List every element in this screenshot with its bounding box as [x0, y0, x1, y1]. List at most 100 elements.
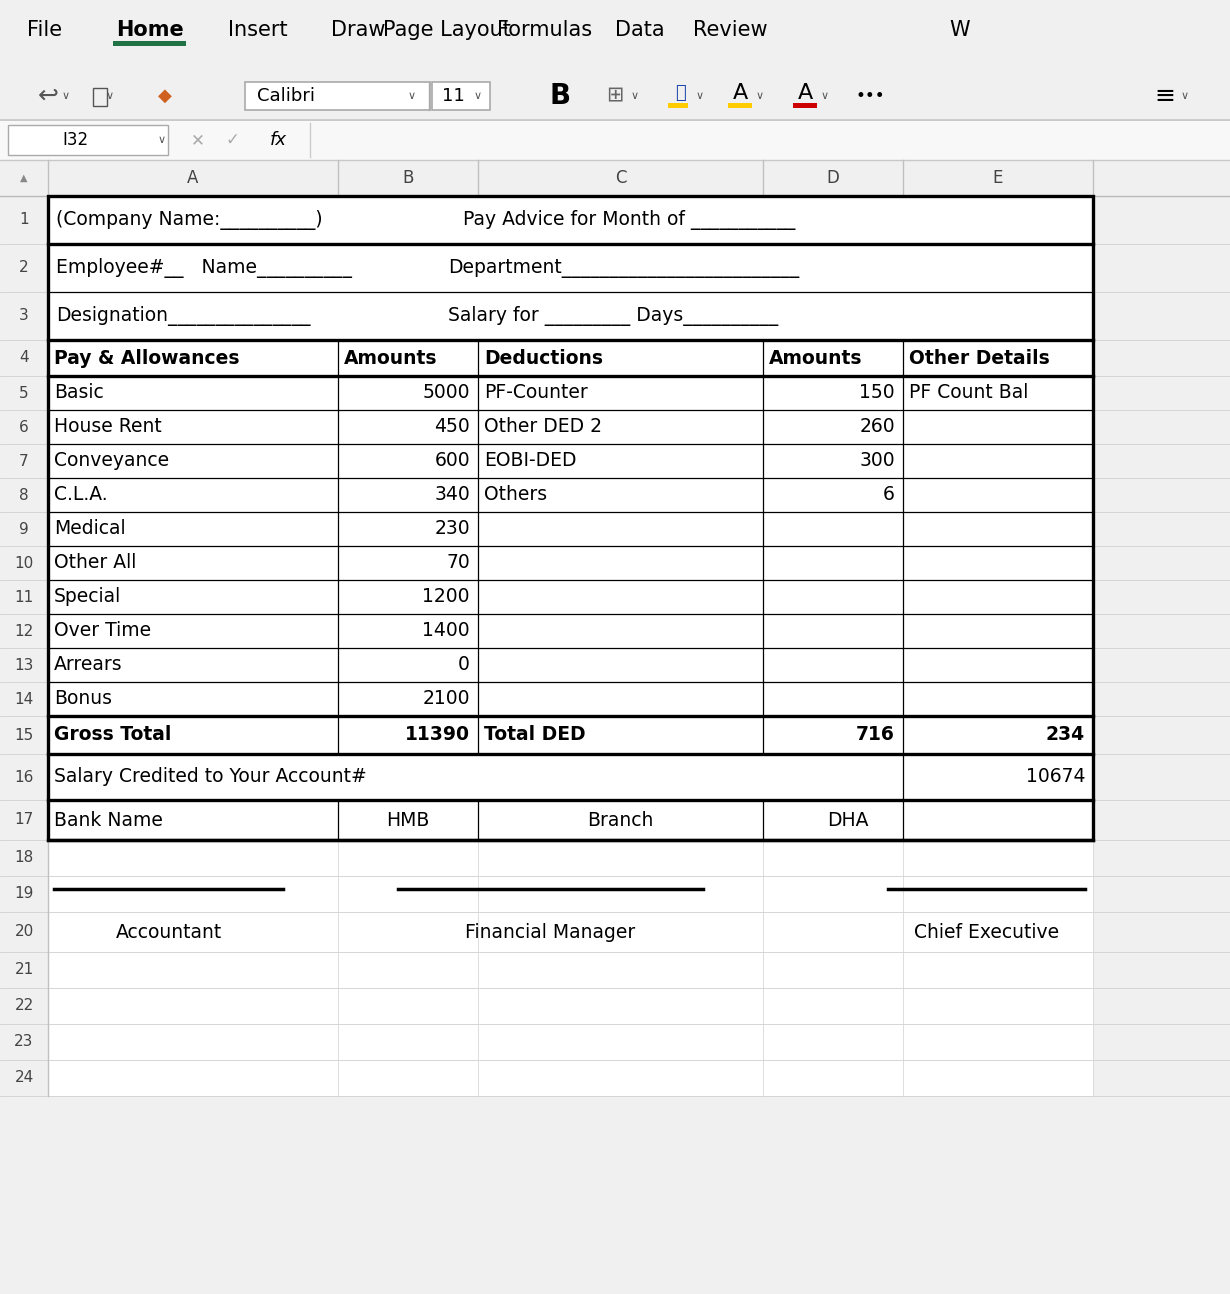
Text: 5: 5 — [20, 386, 28, 401]
Text: Draw: Draw — [331, 19, 385, 40]
Text: ∨: ∨ — [696, 91, 704, 101]
Text: 14: 14 — [15, 691, 33, 707]
Text: ⬧: ⬧ — [674, 84, 685, 102]
Text: Bank Name: Bank Name — [54, 810, 162, 829]
Text: Salary Credited to Your Account#: Salary Credited to Your Account# — [54, 767, 367, 787]
Text: Bonus: Bonus — [54, 690, 112, 709]
Bar — [245, 82, 430, 110]
Text: E: E — [993, 170, 1004, 188]
Bar — [48, 195, 1093, 840]
Text: ◆: ◆ — [159, 87, 172, 105]
Bar — [0, 120, 1230, 160]
Bar — [432, 82, 490, 110]
Text: House Rent: House Rent — [54, 418, 162, 436]
Text: PF Count Bal: PF Count Bal — [909, 383, 1028, 402]
Text: 1200: 1200 — [422, 587, 470, 607]
Text: Total DED: Total DED — [483, 726, 585, 744]
Text: ✓: ✓ — [225, 131, 239, 149]
Bar — [728, 104, 752, 107]
Text: ✕: ✕ — [191, 131, 205, 149]
Text: Amounts: Amounts — [344, 348, 438, 367]
Text: B: B — [550, 82, 571, 110]
Bar — [1093, 195, 1230, 1096]
Text: fx: fx — [269, 131, 287, 149]
Text: 8: 8 — [20, 488, 28, 502]
Text: 1: 1 — [20, 212, 28, 228]
Text: A: A — [732, 83, 748, 104]
Text: 12: 12 — [15, 624, 33, 638]
Text: 10: 10 — [15, 555, 33, 571]
Text: 11390: 11390 — [405, 726, 470, 744]
Text: ∨: ∨ — [820, 91, 829, 101]
Text: 450: 450 — [434, 418, 470, 436]
Text: 18: 18 — [15, 850, 33, 866]
Text: A: A — [797, 83, 813, 104]
Text: 13: 13 — [15, 657, 33, 673]
Text: 9: 9 — [20, 521, 28, 537]
Text: •••: ••• — [855, 87, 884, 105]
Text: 24: 24 — [15, 1070, 33, 1086]
Text: 20: 20 — [15, 924, 33, 939]
Text: 230: 230 — [434, 519, 470, 538]
Text: (Company Name:__________): (Company Name:__________) — [57, 210, 322, 230]
Text: 11: 11 — [442, 87, 465, 105]
Text: Pay Advice for Month of ___________: Pay Advice for Month of ___________ — [462, 210, 796, 230]
Text: Amounts: Amounts — [769, 348, 862, 367]
Text: B: B — [402, 170, 413, 188]
Text: ▲: ▲ — [20, 173, 28, 182]
Text: 70: 70 — [446, 554, 470, 572]
Text: 1400: 1400 — [422, 621, 470, 641]
Text: 716: 716 — [856, 726, 895, 744]
Text: Review: Review — [692, 19, 768, 40]
Text: Medical: Medical — [54, 519, 125, 538]
Text: D: D — [827, 170, 839, 188]
Text: Others: Others — [483, 485, 547, 505]
Text: ∨: ∨ — [631, 91, 640, 101]
Text: Formulas: Formulas — [497, 19, 593, 40]
Bar — [0, 0, 1230, 120]
Text: Other All: Other All — [54, 554, 137, 572]
Text: 2: 2 — [20, 260, 28, 276]
Text: ∨: ∨ — [106, 91, 114, 101]
Text: I32: I32 — [62, 131, 89, 149]
Text: Other DED 2: Other DED 2 — [483, 418, 601, 436]
Text: ∨: ∨ — [157, 135, 166, 145]
Text: 19: 19 — [15, 886, 33, 902]
Text: Department_________________________: Department_________________________ — [448, 259, 800, 277]
Text: Conveyance: Conveyance — [54, 452, 170, 471]
Text: ∨: ∨ — [62, 91, 70, 101]
Text: Deductions: Deductions — [483, 348, 603, 367]
Text: PF-Counter: PF-Counter — [483, 383, 588, 402]
Text: ⊞: ⊞ — [606, 84, 624, 104]
Text: Employee#__   Name__________: Employee#__ Name__________ — [57, 258, 352, 278]
Text: C.L.A.: C.L.A. — [54, 485, 108, 505]
Text: 22: 22 — [15, 999, 33, 1013]
Text: ↩: ↩ — [37, 84, 59, 107]
Text: 21: 21 — [15, 963, 33, 977]
Text: Chief Executive: Chief Executive — [914, 923, 1059, 942]
Text: Page Layout: Page Layout — [383, 19, 510, 40]
Bar — [9, 126, 169, 155]
Text: 6: 6 — [883, 485, 895, 505]
Text: A: A — [187, 170, 199, 188]
Text: 17: 17 — [15, 813, 33, 827]
Text: 15: 15 — [15, 727, 33, 743]
Text: Data: Data — [615, 19, 664, 40]
Text: ≡: ≡ — [1155, 84, 1176, 107]
Text: DHA: DHA — [828, 810, 868, 829]
Text: 11: 11 — [15, 590, 33, 604]
Bar — [48, 195, 1093, 1096]
Text: EOBI-DED: EOBI-DED — [483, 452, 577, 471]
Text: Designation_______________: Designation_______________ — [57, 305, 310, 326]
Text: C: C — [615, 170, 626, 188]
Text: 260: 260 — [860, 418, 895, 436]
Text: ∨: ∨ — [408, 91, 416, 101]
Text: Over Time: Over Time — [54, 621, 151, 641]
Text: 16: 16 — [15, 770, 33, 784]
Bar — [93, 88, 107, 106]
Text: 5000: 5000 — [422, 383, 470, 402]
Text: 2100: 2100 — [422, 690, 470, 709]
Text: 340: 340 — [434, 485, 470, 505]
Text: 3: 3 — [20, 308, 28, 324]
Text: ∨: ∨ — [474, 91, 482, 101]
